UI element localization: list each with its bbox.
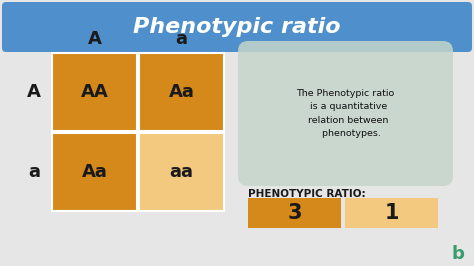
Bar [52,53,137,131]
Text: Aa: Aa [169,83,194,101]
Bar [52,133,137,211]
Text: b: b [452,245,465,263]
Text: a: a [175,30,188,48]
Bar [248,198,341,228]
Text: A: A [27,83,41,101]
Bar [345,198,438,228]
Text: The Phenotypic ratio
  is a quantitative
  relation between
    phenotypes.: The Phenotypic ratio is a quantitative r… [296,89,395,138]
Text: PHENOTYPIC RATIO:: PHENOTYPIC RATIO: [248,189,365,199]
FancyBboxPatch shape [2,2,472,52]
Text: Phenotypic ratio: Phenotypic ratio [133,17,341,37]
Text: aa: aa [170,163,193,181]
Text: 1: 1 [384,203,399,223]
Bar [139,133,224,211]
Text: AA: AA [81,83,109,101]
FancyBboxPatch shape [238,41,453,186]
Bar [139,53,224,131]
Text: 3: 3 [287,203,302,223]
Text: Aa: Aa [82,163,108,181]
Text: A: A [88,30,101,48]
Text: a: a [28,163,40,181]
